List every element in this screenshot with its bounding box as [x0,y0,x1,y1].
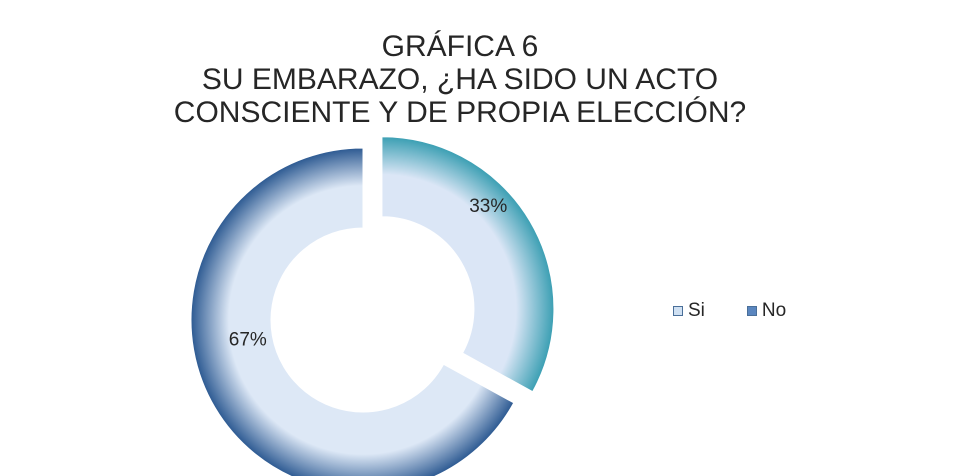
chart-legend: Si No [673,300,828,322]
data-label-si: 33% [469,196,507,217]
legend-swatch-si [673,306,683,316]
legend-item-no: No [746,300,787,322]
donut-slice-si [381,136,555,393]
chart-title-line-2: SU EMBARAZO, ¿HA SIDO UN ACTO [201,63,719,96]
data-label-no: 67% [229,329,267,350]
legend-swatch-no [746,306,757,316]
donut-slice-no [190,147,515,476]
legend-label-no: No [761,300,787,321]
legend-label-si: Si [688,300,705,321]
legend-item-si: Si [673,300,705,322]
chart-title-line-1: GRÁFICA 6 [381,30,539,63]
chart-title: GRÁFICA 6 SU EMBARAZO, ¿HA SIDO UN ACTO … [110,30,810,129]
chart-title-line-3: CONSCIENTE Y DE PROPIA ELECCIÓN? [173,96,747,129]
